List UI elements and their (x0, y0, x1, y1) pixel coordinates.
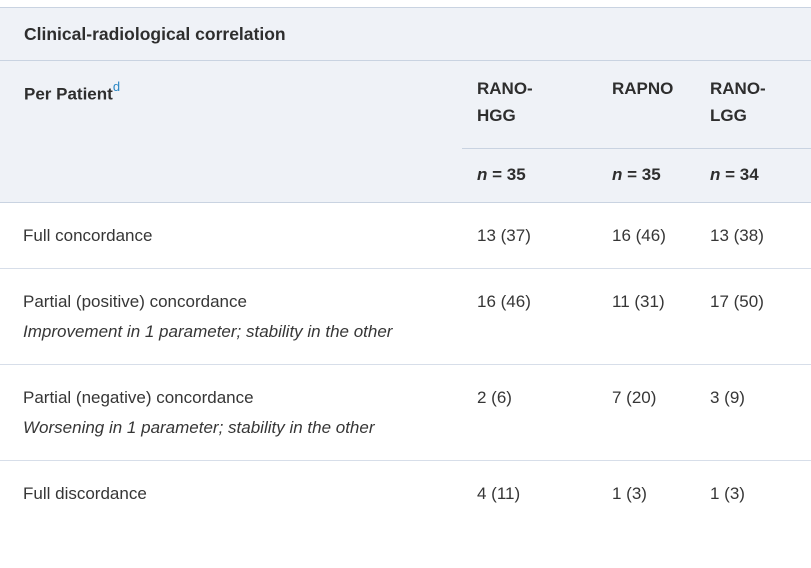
value-cell: 13 (38) (695, 202, 811, 269)
value-cell: 2 (6) (462, 364, 597, 461)
row-note: Worsening in 1 parameter; stability in t… (23, 418, 375, 437)
value-cell: 13 (37) (462, 202, 597, 269)
table-row: Full discordance 4 (11) 1 (3) 1 (3) (0, 460, 811, 526)
column-header-rapno: RAPNO (597, 60, 695, 149)
row-label: Full concordance (23, 226, 153, 245)
row-label: Partial (negative) concordance (23, 388, 254, 407)
column-header-rano-hgg: RANO-HGG (462, 60, 597, 149)
value-cell: 16 (46) (597, 202, 695, 269)
row-group-label: Per Patient (24, 84, 113, 104)
value-cell: 16 (46) (462, 268, 597, 365)
row-note: Improvement in 1 parameter; stability in… (23, 322, 393, 341)
value-cell: 4 (11) (462, 460, 597, 526)
row-group-header: Per Patientd (0, 61, 462, 149)
clinical-correlation-table-container: Clinical-radiological correlation Per Pa… (0, 7, 811, 526)
column-header-row: Per Patientd RANO-HGG RAPNO RANO-LGG (0, 60, 811, 149)
table-header-block: Clinical-radiological correlation Per Pa… (0, 7, 811, 203)
table-row: Partial (positive) concordance Improvemen… (0, 268, 811, 365)
row-label-cell: Full concordance (0, 202, 462, 269)
row-label-cell: Full discordance (0, 460, 462, 526)
row-label: Partial (positive) concordance (23, 292, 247, 311)
sample-size-rano-hgg: n = 35 (462, 148, 597, 203)
row-label: Full discordance (23, 484, 147, 503)
row-label-cell: Partial (negative) concordance Worsening … (0, 364, 462, 461)
table-body: Full concordance 13 (37) 16 (46) 13 (38)… (0, 202, 811, 526)
table-title: Clinical-radiological correlation (0, 7, 811, 61)
table-row: Partial (negative) concordance Worsening … (0, 364, 811, 461)
value-cell: 11 (31) (597, 268, 695, 365)
sample-size-row-spacer (0, 148, 462, 203)
sample-size-row: n = 35 n = 35 n = 34 (0, 148, 811, 203)
footnote-marker-d[interactable]: d (112, 79, 121, 94)
table-row: Full concordance 13 (37) 16 (46) 13 (38) (0, 202, 811, 269)
sample-size-rapno: n = 35 (597, 148, 695, 203)
value-cell: 1 (3) (597, 460, 695, 526)
sample-size-rano-lgg: n = 34 (695, 148, 811, 203)
clinical-correlation-table: Clinical-radiological correlation Per Pa… (0, 7, 811, 526)
value-cell: 3 (9) (695, 364, 811, 461)
value-cell: 17 (50) (695, 268, 811, 365)
column-header-rano-lgg: RANO-LGG (695, 60, 811, 149)
table-title-row: Clinical-radiological correlation (0, 7, 811, 61)
value-cell: 1 (3) (695, 460, 811, 526)
value-cell: 7 (20) (597, 364, 695, 461)
row-label-cell: Partial (positive) concordance Improvemen… (0, 268, 462, 365)
